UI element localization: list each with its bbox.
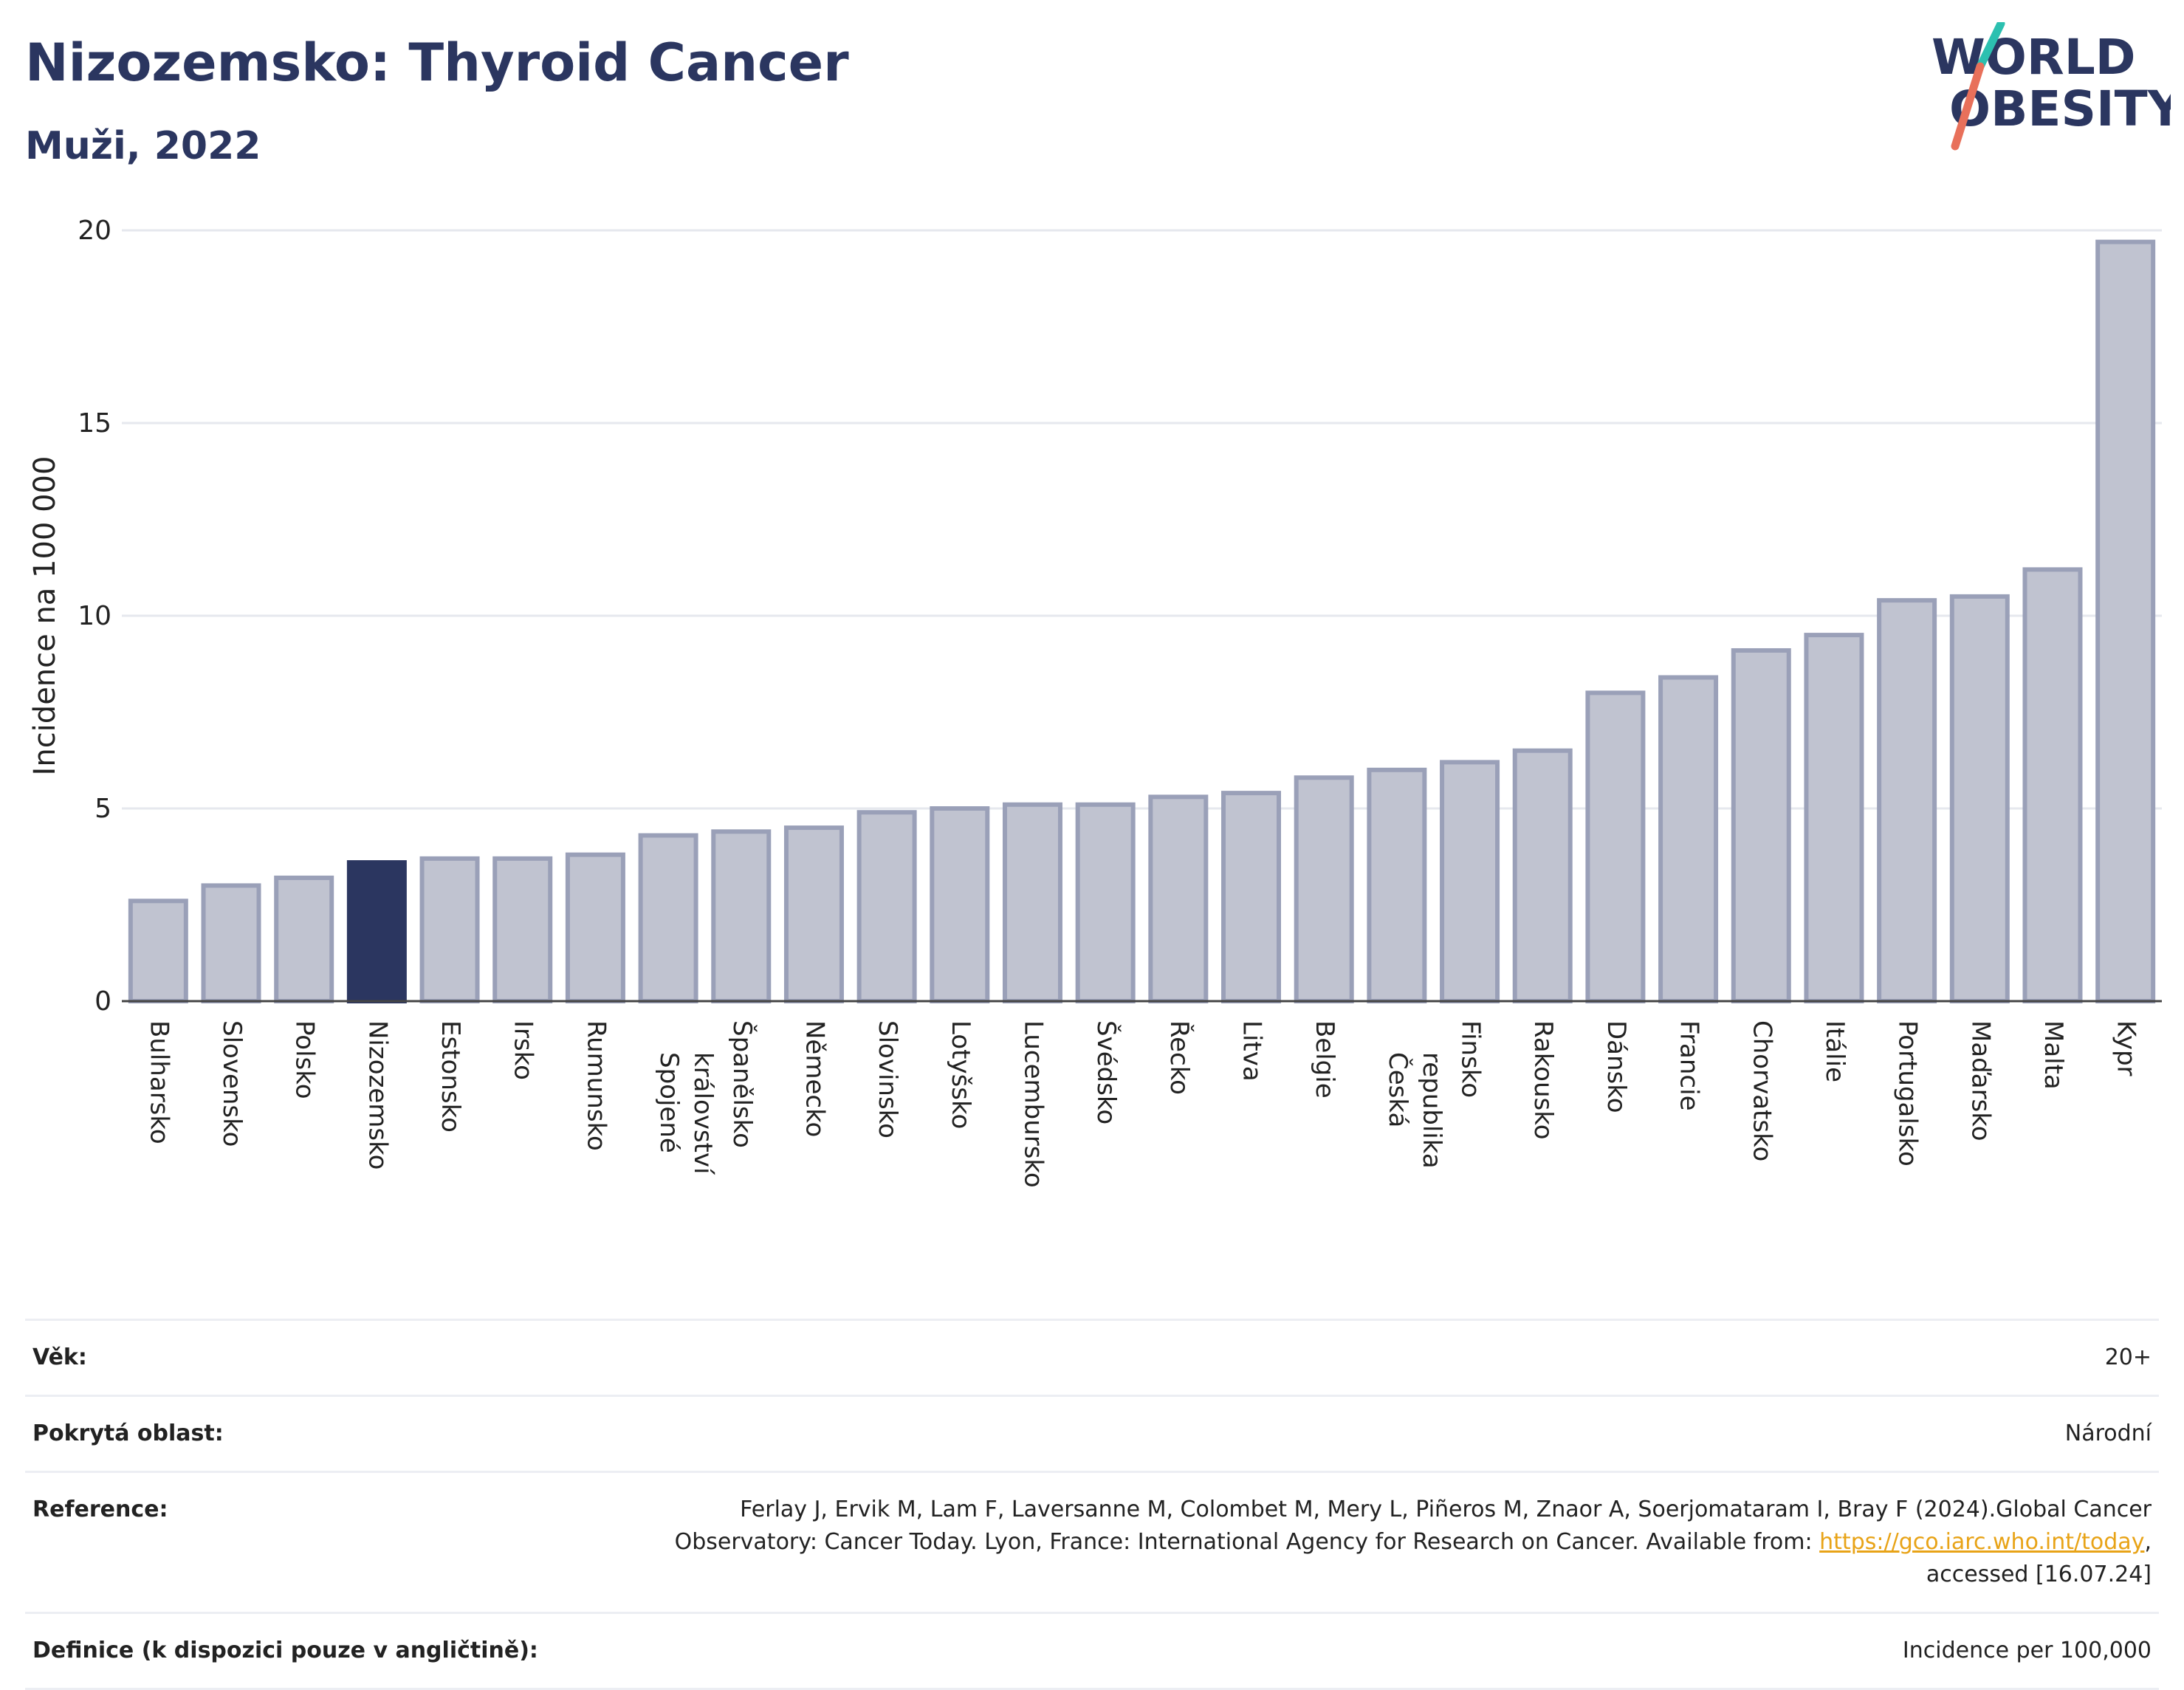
x-tick-label: Kypr <box>2112 1020 2141 1076</box>
bar-kypr <box>2095 239 2156 1003</box>
x-tick-label: Nizozemsko <box>363 1020 392 1169</box>
x-tick-label: Lucembursko <box>1018 1020 1048 1188</box>
x-tick-label: Slovensko <box>217 1020 247 1147</box>
bar-maďarsko <box>1949 594 2010 1003</box>
area-value: Národní <box>2064 1421 2152 1446</box>
world-obesity-logo: WORLD OBESITY <box>1931 22 2171 151</box>
bars <box>128 239 2156 1004</box>
bar-německo <box>783 825 844 1003</box>
reference-accessed: , accessed [16.07.24] <box>1926 1529 2152 1587</box>
x-tick-label: Polsko <box>290 1020 320 1099</box>
y-axis-ticks: 0 5 10 15 20 <box>78 216 111 1017</box>
bar-estonsko <box>419 856 480 1003</box>
x-tick-label: Řecko <box>1164 1020 1195 1095</box>
y-tick-label: 0 <box>95 986 111 1017</box>
y-axis-title: Incidence na 100 000 <box>28 456 62 776</box>
bar-francie <box>1658 675 1719 1004</box>
x-tick-label: Německo <box>800 1020 829 1137</box>
bar-irsko <box>492 856 553 1003</box>
age-label: Věk: <box>32 1344 87 1370</box>
bar-litva <box>1221 791 1282 1003</box>
y-tick-label: 10 <box>78 601 111 631</box>
x-tick-label: Belgie <box>1310 1020 1339 1099</box>
x-tick-label: Estonsko <box>436 1020 465 1133</box>
x-tick-label: Španělsko <box>727 1020 758 1148</box>
y-tick-label: 15 <box>78 408 111 439</box>
x-tick-label: Spojené království <box>654 1052 718 1175</box>
bar-slovensko <box>201 883 261 1004</box>
info-row-definition: Definice (k dispozici pouze v angličtině… <box>25 1612 2159 1690</box>
x-tick-label: Francie <box>1675 1020 1704 1111</box>
x-tick-label: Portugalsko <box>1893 1020 1923 1167</box>
bar-lotyšsko <box>930 806 990 1003</box>
x-tick-label: Švédsko <box>1091 1020 1122 1124</box>
x-tick-label: Maďarsko <box>1965 1020 1995 1141</box>
info-row-age: Věk: 20+ <box>25 1319 2159 1395</box>
bar-chorvatsko <box>1731 648 1791 1003</box>
bar-malta <box>2022 567 2083 1003</box>
y-tick-label: 20 <box>78 216 111 246</box>
bar-belgie <box>1294 775 1354 1003</box>
reference-text: Ferlay J, Ervik M, Lam F, Laversanne M, … <box>674 1497 2152 1555</box>
bar-švédsko <box>1075 802 1136 1004</box>
bar-řecko <box>1148 794 1209 1004</box>
logo-slash-coral <box>1951 62 1985 151</box>
logo-text-line1: WORLD <box>1931 29 2136 86</box>
bar-slovinsko <box>856 810 917 1003</box>
x-tick-label: Irsko <box>509 1020 538 1080</box>
bar-polsko <box>274 875 334 1004</box>
x-tick-label: Rakousko <box>1528 1020 1558 1140</box>
bar-finsko <box>1440 760 1500 1003</box>
bar-spojené-království <box>638 833 698 1003</box>
bar-česká-republika <box>1367 767 1427 1003</box>
x-tick-label: Itálie <box>1820 1020 1850 1082</box>
age-value: 20+ <box>2104 1344 2152 1370</box>
area-label: Pokrytá oblast: <box>32 1421 224 1446</box>
x-tick-label: Dánsko <box>1601 1020 1631 1113</box>
x-tick-label: Česká republika <box>1383 1052 1446 1169</box>
x-tick-label: Slovinsko <box>873 1020 902 1138</box>
bar-itálie <box>1804 633 1864 1003</box>
bar-rakousko <box>1512 748 1573 1003</box>
x-tick-label: Rumunsko <box>581 1020 611 1151</box>
logo-slash-teal <box>1976 22 2005 71</box>
y-tick-label: 5 <box>95 794 111 824</box>
x-tick-label: Bulharsko <box>144 1020 174 1144</box>
bar-chart: 0 5 10 15 20 Bulharsko Slovensko Polsko Nizozem… <box>28 216 2162 1188</box>
logo-text-line2: OBESITY <box>1949 80 2171 137</box>
reference-value: Ferlay J, Ervik M, Lam F, Laversanne M, … <box>616 1494 2152 1591</box>
bar-portugalsko <box>1877 598 1937 1003</box>
info-row-reference: Reference: Ferlay J, Ervik M, Lam F, Lav… <box>25 1471 2159 1612</box>
bar-nizozemsko <box>346 860 407 1004</box>
x-tick-label: Litva <box>1237 1020 1267 1082</box>
definition-value: Incidence per 100,000 <box>1902 1638 2152 1663</box>
x-axis-labels: Bulharsko Slovensko Polsko Nizozemsko Estons… <box>144 1020 2140 1188</box>
page-title: Nizozemsko: Thyroid Cancer <box>25 32 849 93</box>
x-tick-label: Finsko <box>1456 1020 1486 1098</box>
reference-link[interactable]: https://gco.iarc.who.int/today <box>1819 1529 2145 1555</box>
reference-label: Reference: <box>32 1497 168 1522</box>
info-row-area: Pokrytá oblast: Národní <box>25 1395 2159 1471</box>
page-subtitle: Muži, 2022 <box>25 124 261 168</box>
bar-bulharsko <box>128 899 188 1004</box>
bar-lucembursko <box>1002 802 1062 1004</box>
x-tick-label: Malta <box>2039 1020 2068 1090</box>
x-tick-label: Lotyšsko <box>946 1020 975 1129</box>
info-table: Věk: 20+ Pokrytá oblast: Národní Referen… <box>25 1319 2159 1690</box>
bar-španělsko <box>711 829 772 1003</box>
x-tick-label: Chorvatsko <box>1747 1020 1776 1161</box>
bar-rumunsko <box>565 852 625 1004</box>
definition-label: Definice (k dispozici pouze v angličtině… <box>32 1638 538 1663</box>
bar-dánsko <box>1585 690 1646 1004</box>
